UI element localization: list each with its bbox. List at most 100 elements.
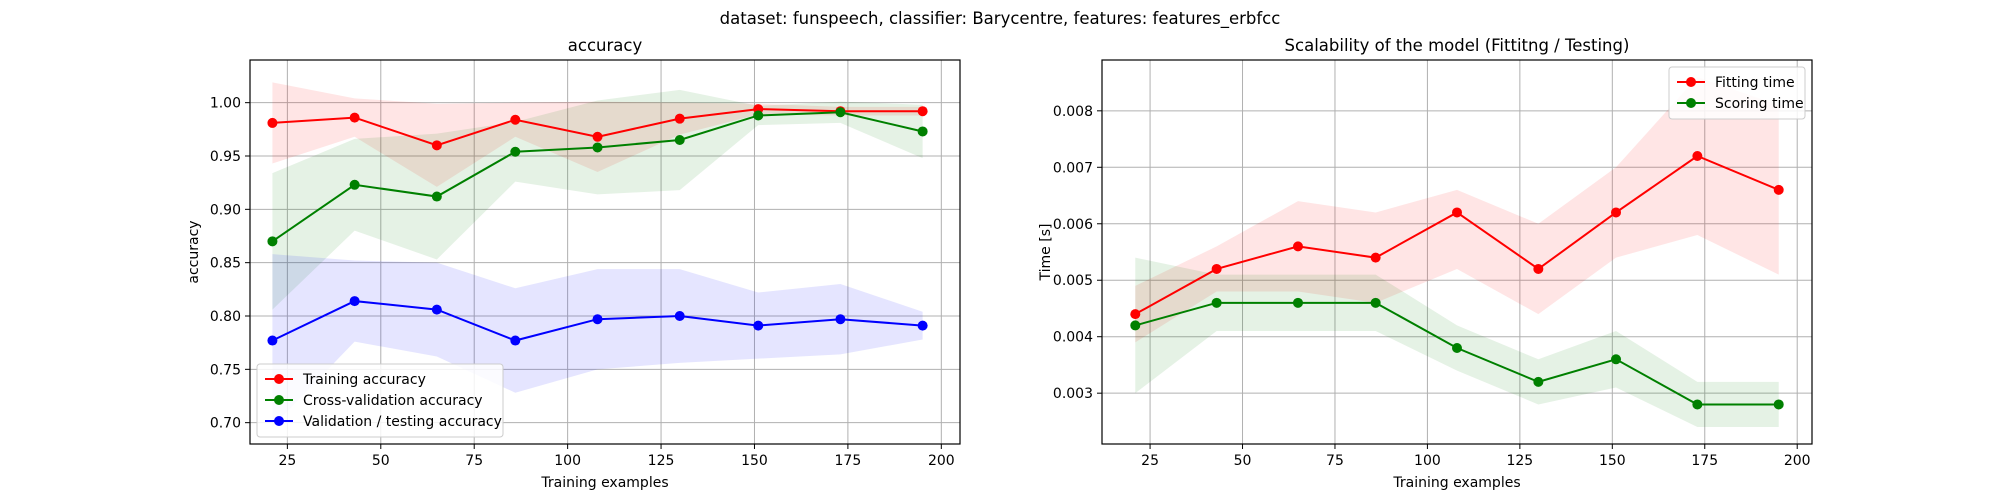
chart-title: Scalability of the model (Fittitng / Tes…	[1285, 36, 1630, 55]
data-point-cross-validation-accuracy	[510, 146, 521, 157]
scalability-chart: 25 50 75 100 125 150 175 200 0.003 0.004 0.005 0.00…	[1038, 36, 1813, 491]
data-point-cross-validation-accuracy	[917, 126, 928, 137]
legend: Fitting time Scoring time	[1668, 66, 1806, 120]
legend-label: Validation / testing accuracy	[303, 414, 502, 430]
data-point-fitting-time	[1611, 207, 1622, 218]
data-point-validation-testing-accuracy	[431, 304, 442, 315]
y-tick-label: 0.95	[210, 149, 241, 165]
x-axis-label: Training examples	[1392, 475, 1520, 491]
data-point-validation-testing-accuracy	[917, 320, 928, 331]
data-point-fitting-time	[1692, 151, 1703, 161]
y-tick-label: 0.75	[210, 362, 241, 378]
data-point-cross-validation-accuracy	[592, 142, 603, 153]
plot-frame	[1101, 59, 1813, 445]
legend-label: Fitting time	[1715, 75, 1795, 91]
figure-suptitle: dataset: funspeech, classifier: Barycent…	[720, 9, 1281, 29]
data-point-training-accuracy	[674, 113, 685, 124]
grid	[250, 60, 960, 444]
data-point-scoring-time	[1611, 354, 1622, 365]
x-tick-label: 100	[554, 453, 581, 469]
legend-box	[1668, 66, 1806, 120]
x-tick-label: 200	[1784, 453, 1811, 469]
data-point-cross-validation-accuracy	[753, 110, 764, 121]
y-tick-label: 0.004	[1053, 330, 1093, 346]
x-tick-label: 75	[465, 453, 483, 469]
data-point-validation-testing-accuracy	[835, 314, 846, 325]
x-tick-label: 50	[372, 453, 390, 469]
data-point-validation-testing-accuracy	[510, 335, 521, 346]
x-tick-label: 150	[741, 453, 768, 469]
legend-label: Scoring time	[1715, 96, 1804, 112]
x-tick-label: 175	[1691, 453, 1718, 469]
band-validation-testing-accuracy	[272, 254, 923, 427]
data-point-fitting-time	[1533, 263, 1544, 274]
y-tick-label: 0.85	[210, 256, 241, 272]
data-point-scoring-time	[1211, 297, 1222, 308]
data-point-cross-validation-accuracy	[431, 191, 442, 202]
data-point-scoring-time	[1533, 376, 1544, 387]
data-point-scoring-time	[1773, 399, 1784, 410]
data-point-scoring-time	[1370, 297, 1381, 308]
data-point-training-accuracy	[510, 114, 521, 125]
y-tick-label: 1.00	[210, 96, 241, 112]
legend-marker	[274, 416, 284, 426]
data-point-training-accuracy	[349, 112, 360, 123]
x-tick-label: 175	[835, 453, 862, 469]
legend-label: Training accuracy	[302, 372, 426, 388]
data-point-validation-testing-accuracy	[674, 311, 685, 321]
data-point-validation-testing-accuracy	[267, 335, 278, 346]
legend: Training accuracy Cross-validation accura…	[256, 363, 504, 438]
x-tick-label: 125	[1506, 453, 1533, 469]
x-tick-label: 50	[1234, 453, 1252, 469]
x-tick-label: 100	[1414, 453, 1441, 469]
data-point-validation-testing-accuracy	[753, 320, 764, 331]
x-axis-label: Training examples	[540, 475, 668, 491]
data-point-training-accuracy	[592, 131, 603, 142]
data-point-scoring-time	[1692, 399, 1703, 410]
data-point-scoring-time	[1452, 343, 1462, 353]
data-point-validation-testing-accuracy	[592, 314, 603, 325]
data-point-fitting-time	[1773, 184, 1784, 195]
data-point-fitting-time	[1211, 263, 1222, 274]
legend-label: Cross-validation accuracy	[303, 393, 483, 409]
data-point-fitting-time	[1292, 241, 1303, 252]
x-tick-label: 200	[928, 453, 955, 469]
x-tick-label: 150	[1599, 453, 1626, 469]
data-point-scoring-time	[1292, 297, 1303, 308]
band-scoring-time	[1135, 257, 1779, 428]
plot-frame	[249, 59, 961, 445]
x-tick-label: 25	[1141, 453, 1159, 469]
data-point-cross-validation-accuracy	[674, 135, 685, 145]
x-tick-label: 25	[278, 453, 296, 469]
data-point-cross-validation-accuracy	[349, 179, 360, 190]
y-tick-label: 0.003	[1053, 386, 1093, 402]
legend-box	[256, 363, 504, 438]
legend-marker	[1686, 98, 1696, 108]
y-tick-label: 0.90	[210, 202, 241, 218]
y-tick-label: 0.006	[1053, 217, 1093, 233]
y-axis-label: accuracy	[186, 220, 202, 283]
y-tick-label: 0.80	[210, 309, 241, 325]
legend-marker	[274, 395, 284, 405]
data-point-training-accuracy	[431, 140, 442, 151]
x-tick-label: 125	[648, 453, 675, 469]
accuracy-chart: 25 50 75 100 125 150 175 200 0.70 0.75 0.80 0.85 0.9…	[186, 36, 961, 491]
y-tick-label: 0.005	[1053, 273, 1093, 289]
data-point-training-accuracy	[267, 117, 278, 128]
x-tick-label: 75	[1326, 453, 1344, 469]
data-point-fitting-time	[1452, 207, 1462, 218]
chart-title: accuracy	[568, 36, 643, 55]
data-point-fitting-time	[1130, 309, 1141, 320]
legend-marker	[274, 374, 284, 384]
data-point-validation-testing-accuracy	[349, 296, 360, 307]
y-tick-label: 0.007	[1053, 160, 1093, 176]
data-point-scoring-time	[1130, 320, 1141, 331]
data-point-cross-validation-accuracy	[267, 236, 278, 247]
data-point-cross-validation-accuracy	[835, 107, 846, 118]
y-tick-label: 0.008	[1053, 104, 1093, 120]
data-point-fitting-time	[1370, 252, 1381, 263]
legend-marker	[1686, 77, 1696, 87]
y-tick-label: 0.70	[210, 416, 241, 432]
y-axis-label: Time [s]	[1038, 224, 1054, 282]
